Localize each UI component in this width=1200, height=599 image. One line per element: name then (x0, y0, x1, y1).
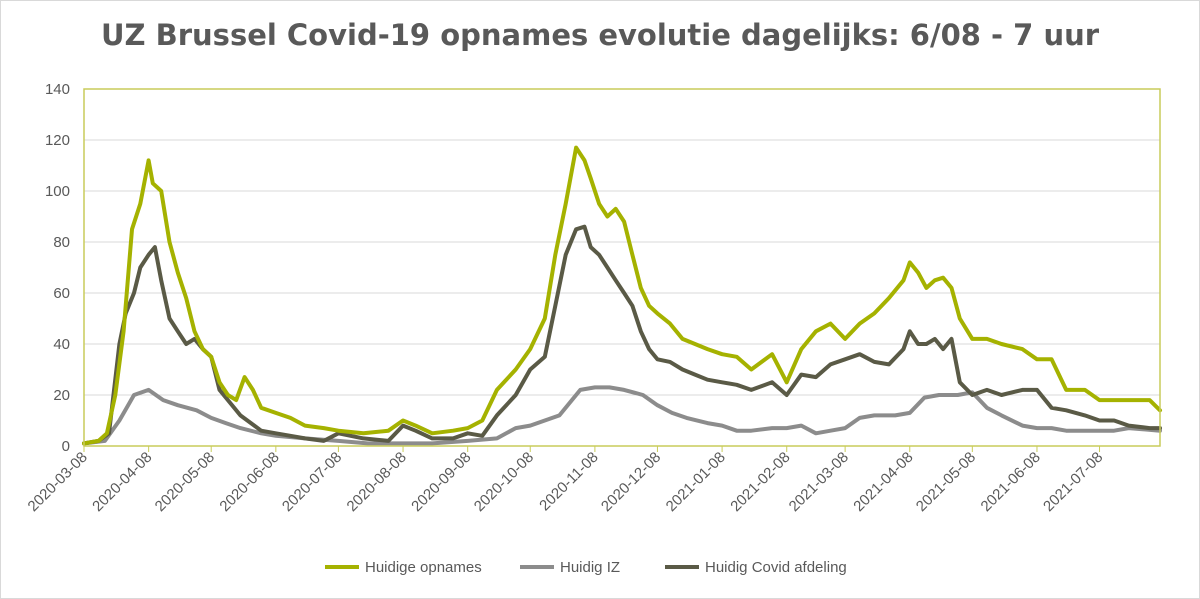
y-tick-label: 20 (53, 387, 70, 404)
x-tick-label: 2020-10-08 (471, 449, 537, 515)
y-tick-label: 80 (53, 234, 70, 251)
x-tick-label: 2020-05-08 (152, 449, 218, 515)
x-tick-label: 2020-06-08 (216, 449, 282, 515)
series-huidig-covid-afdeling-line (82, 224, 1162, 446)
series-lines (82, 145, 1162, 446)
x-tick-label: 2020-08-08 (344, 449, 410, 515)
series-huidig-iz-line (82, 385, 1162, 446)
x-tick-label: 2021-05-08 (913, 449, 979, 515)
x-tick-label: 2021-03-08 (786, 449, 852, 515)
axes (83, 88, 1161, 452)
x-tick-label: 2020-11-08 (536, 449, 601, 514)
x-tick-labels: 2020-03-082020-04-082020-05-082020-06-08… (25, 449, 1107, 515)
x-tick-label: 2021-06-08 (978, 449, 1044, 515)
x-tick-label: 2020-04-08 (89, 449, 155, 515)
plot-area-border (83, 88, 1161, 447)
x-tick-label: 2021-02-08 (727, 449, 793, 515)
y-tick-label: 60 (53, 285, 70, 302)
legend-label: Huidig IZ (560, 559, 620, 576)
y-tick-label: 40 (53, 336, 70, 353)
x-tick-label: 2020-12-08 (598, 449, 664, 515)
legend-label: Huidige opnames (365, 559, 482, 576)
x-tick-label: 2021-01-08 (663, 449, 729, 515)
x-tick-label: 2021-04-08 (850, 449, 916, 515)
legend-label: Huidig Covid afdeling (705, 559, 847, 576)
y-tick-label: 140 (45, 81, 70, 98)
legend: Huidige opnames Huidig IZ Huidig Covid afd… (325, 559, 847, 576)
y-tick-label: 120 (45, 132, 70, 149)
series-huidige-opnames-line (82, 145, 1162, 446)
y-tick-label: 0 (62, 438, 70, 455)
y-tick-label: 100 (45, 183, 70, 200)
x-tick-label: 2020-09-08 (408, 449, 474, 515)
chart-title: UZ Brussel Covid-19 opnames evolutie dag… (100, 18, 1100, 52)
gridlines (84, 139, 1160, 396)
x-tick-label: 2021-07-08 (1040, 449, 1106, 515)
x-tick-label: 2020-07-08 (279, 449, 345, 515)
y-tick-labels: 0 20 40 60 80 100 120 140 (45, 81, 70, 455)
x-tick-label: 2020-03-08 (25, 449, 91, 515)
